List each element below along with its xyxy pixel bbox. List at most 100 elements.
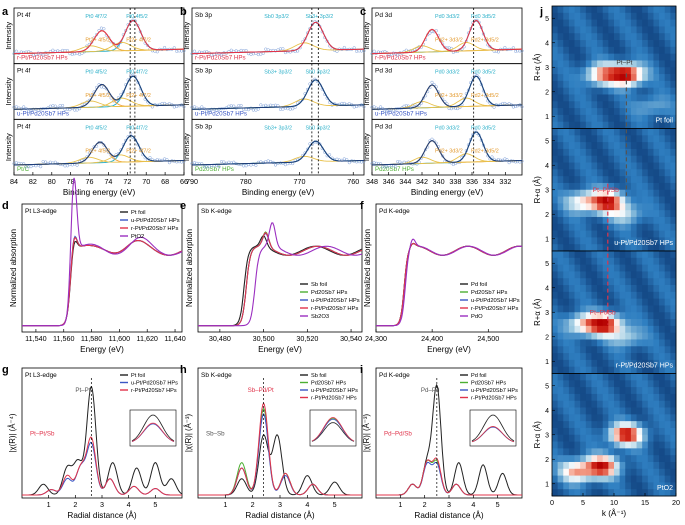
heat-cell-1-14-1 <box>630 135 637 143</box>
heat-cell-1-2-2 <box>563 142 570 150</box>
heat-cell-2-12-15 <box>619 353 626 361</box>
legend-label-f-4: PdO <box>471 314 483 320</box>
panel-letter-a: a <box>2 6 9 18</box>
heat-cell-0-9-7 <box>602 53 609 61</box>
heat-cell-2-15-14 <box>636 346 643 354</box>
heat-cell-3-19-4 <box>659 400 666 408</box>
heat-cell-2-4-15 <box>574 353 581 361</box>
x-tick-label-e-0: 30,480 <box>209 334 231 343</box>
heat-cell-1-2-17 <box>563 244 570 252</box>
heat-cell-0-3-15 <box>568 108 575 116</box>
heat-cell-3-0-10 <box>552 441 559 449</box>
y-tick-label-j-3-4: 5 <box>545 383 549 390</box>
heat-cell-0-17-5 <box>647 40 654 48</box>
heat-cell-0-3-2 <box>568 19 575 27</box>
envelope-fit-b-1 <box>192 79 365 110</box>
heat-cell-1-1-11 <box>557 203 564 211</box>
heat-cell-1-14-16 <box>630 237 637 245</box>
data-point-a-1-23 <box>68 108 72 112</box>
heat-cell-3-8-16 <box>597 482 604 490</box>
heat-cell-1-18-15 <box>653 230 660 238</box>
heat-cell-2-20-16 <box>664 359 671 368</box>
y-tick-label-j-0-4: 5 <box>545 16 549 23</box>
heat-cell-3-4-0 <box>574 373 581 381</box>
heat-cell-1-15-14 <box>636 223 643 231</box>
heat-cell-0-6-2 <box>585 19 592 27</box>
x-tick-label-f-0: 24,300 <box>365 334 387 343</box>
heat-cell-3-1-9 <box>557 434 564 442</box>
peak-label-a-2-3: Pt2+ 4f7/2 <box>126 149 151 155</box>
heat-cell-3-16-11 <box>642 448 649 456</box>
heat-cell-1-13-14 <box>625 223 632 231</box>
heat-cell-3-13-10 <box>625 441 632 449</box>
heat-cell-3-15-2 <box>636 387 643 395</box>
heat-cell-3-12-6 <box>619 414 626 422</box>
heat-cell-0-19-4 <box>659 33 666 41</box>
inset-line-g-0 <box>131 414 175 442</box>
heatmap-sample-3: PtO2 <box>657 485 673 492</box>
heat-cell-0-14-16 <box>630 114 637 123</box>
heat-cell-0-19-10 <box>659 74 666 82</box>
heat-cell-0-12-4 <box>619 33 626 41</box>
heat-cell-3-12-8 <box>619 427 626 436</box>
data-point-a-0-36 <box>99 26 103 30</box>
heat-cell-0-5-1 <box>580 12 587 21</box>
heat-cell-3-18-3 <box>653 393 660 402</box>
heat-cell-1-20-2 <box>664 142 671 150</box>
sample-label-c-2: Pd20Sb7 HPs <box>375 166 414 173</box>
heat-cell-3-5-11 <box>580 448 587 456</box>
heat-cell-0-19-15 <box>659 108 666 116</box>
heat-cell-1-8-5 <box>597 162 604 170</box>
data-point-a-1-17 <box>53 104 57 108</box>
heat-cell-1-6-15 <box>585 230 592 238</box>
y-tick-label-j-3-2: 3 <box>545 432 549 439</box>
heat-cell-2-10-9 <box>608 312 615 320</box>
heat-cell-0-0-2 <box>552 19 559 27</box>
heat-cell-3-15-12 <box>636 455 643 463</box>
heat-cell-1-6-4 <box>585 155 592 163</box>
heat-cell-2-21-14 <box>670 346 677 354</box>
data-point-c-1-7 <box>385 109 389 113</box>
heat-cell-3-10-2 <box>608 387 615 395</box>
x-tick-label-g-4: 5 <box>153 500 157 509</box>
heat-cell-0-8-5 <box>597 40 604 48</box>
heat-cell-3-12-12 <box>619 455 626 463</box>
heat-cell-2-11-14 <box>614 346 621 354</box>
heat-cell-3-7-16 <box>591 482 598 490</box>
heat-cell-1-8-15 <box>597 230 604 238</box>
data-point-b-0-66 <box>352 46 356 50</box>
heat-cell-3-14-2 <box>630 387 637 395</box>
heat-cell-0-5-11 <box>580 80 587 89</box>
x-tick-label-c-7: 334 <box>483 177 495 186</box>
heat-cell-0-18-1 <box>653 12 660 21</box>
heat-cell-0-15-1 <box>636 12 643 21</box>
heat-cell-1-15-3 <box>636 148 643 157</box>
heat-cell-3-9-9 <box>602 434 609 442</box>
heat-cell-2-2-2 <box>563 264 570 272</box>
heat-cell-3-3-3 <box>568 393 575 402</box>
heat-cell-1-16-17 <box>642 244 649 252</box>
heat-cell-1-20-0 <box>664 128 671 136</box>
x-axis-label-i: Radial distance (Å) <box>414 510 483 520</box>
x-tick-label-g-2: 3 <box>100 500 104 509</box>
y-tick-label-j-0-0: 1 <box>545 114 549 121</box>
heat-cell-1-10-9 <box>608 189 615 197</box>
heat-cell-3-13-11 <box>625 448 632 456</box>
heat-cell-1-5-8 <box>580 182 587 191</box>
heat-cell-3-11-9 <box>614 434 621 442</box>
legend-label-e-1: Pd20Sb7 HPs <box>311 290 348 296</box>
heat-cell-3-1-1 <box>557 380 564 388</box>
heat-cell-3-21-7 <box>670 421 677 429</box>
heat-cell-0-1-2 <box>557 19 564 27</box>
heat-cell-2-4-12 <box>574 332 581 340</box>
heat-cell-3-21-15 <box>670 475 677 483</box>
heat-cell-2-15-16 <box>636 359 643 368</box>
heat-cell-1-18-6 <box>653 169 660 177</box>
heat-cell-1-8-7 <box>597 176 604 184</box>
heat-cell-3-18-13 <box>653 461 660 470</box>
heat-cell-0-11-5 <box>614 40 621 48</box>
heat-cell-1-18-12 <box>653 210 660 218</box>
heat-cell-3-19-14 <box>659 468 666 476</box>
heat-cell-3-0-12 <box>552 455 559 463</box>
heat-cell-1-17-14 <box>647 223 654 231</box>
